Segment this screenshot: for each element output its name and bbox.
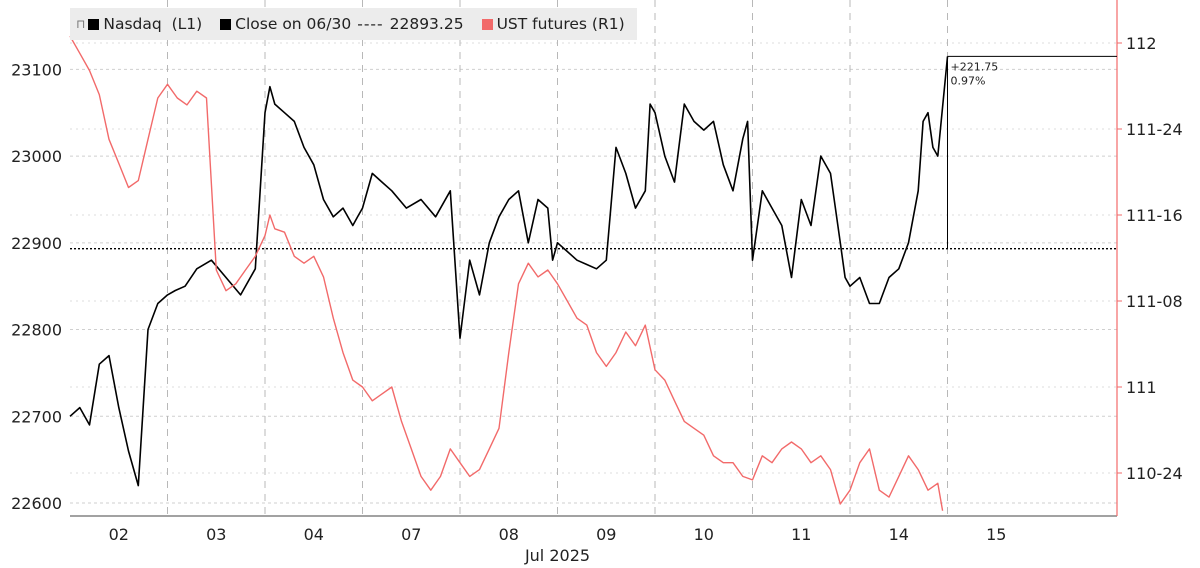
y-tick-label-left: 22800 <box>11 321 62 340</box>
legend-pin-icon[interactable]: ⊓ <box>76 17 86 31</box>
legend-close-dashes: ---- <box>357 15 384 33</box>
annotation-percent: 0.97% <box>951 74 986 87</box>
y-tick-label-left: 23100 <box>11 60 62 79</box>
legend-item-ust: UST futures (R1) <box>481 15 625 33</box>
x-axis-label: Jul 2025 <box>524 546 590 565</box>
legend-swatch-nasdaq <box>88 18 100 30</box>
x-tick-label: 14 <box>889 525 909 544</box>
x-tick-label: 15 <box>986 525 1006 544</box>
legend-label-ust: UST futures (R1) <box>496 15 625 33</box>
legend-label-close: Close on 06/30 <box>235 15 352 33</box>
legend-close-value: 22893.25 <box>389 15 464 33</box>
y-tick-label-left: 22900 <box>11 234 62 253</box>
y-tick-label-left: 22600 <box>11 494 62 513</box>
x-tick-label: 10 <box>694 525 714 544</box>
legend-swatch-close <box>220 18 232 30</box>
x-tick-label: 11 <box>791 525 811 544</box>
y-tick-label-right: 111-08 <box>1126 292 1183 311</box>
y-tick-label-right: 111 <box>1126 378 1157 397</box>
legend: ⊓ Nasdaq (L1) Close on 06/30 ---- 22893.… <box>70 8 637 40</box>
x-tick-label: 09 <box>596 525 616 544</box>
legend-item-nasdaq: Nasdaq (L1) <box>88 15 202 33</box>
x-tick-label: 03 <box>206 525 226 544</box>
y-tick-label-right: 110-24 <box>1126 464 1183 483</box>
x-tick-label: 07 <box>401 525 421 544</box>
y-tick-label-right: 111-24 <box>1126 120 1183 139</box>
x-tick-label: 04 <box>304 525 324 544</box>
y-tick-label-right: 111-16 <box>1126 206 1183 225</box>
legend-item-close: Close on 06/30 ---- 22893.25 <box>220 15 464 33</box>
y-tick-label-left: 22700 <box>11 407 62 426</box>
legend-swatch-ust <box>481 18 493 30</box>
y-tick-label-left: 23000 <box>11 147 62 166</box>
annotation-change: +221.75 <box>951 60 999 73</box>
x-tick-label: 08 <box>499 525 519 544</box>
y-tick-label-right: 112 <box>1126 34 1157 53</box>
legend-label-nasdaq: Nasdaq (L1) <box>103 15 203 33</box>
x-tick-label: 02 <box>109 525 129 544</box>
series-line-ust-futures <box>69 35 944 511</box>
series-line-nasdaq <box>69 56 949 487</box>
